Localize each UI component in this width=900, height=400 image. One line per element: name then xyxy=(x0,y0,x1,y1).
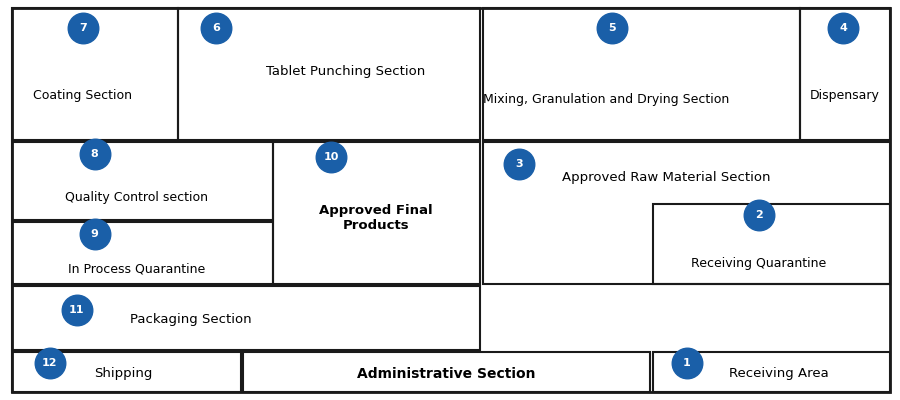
Text: Packaging Section: Packaging Section xyxy=(130,314,252,326)
Bar xyxy=(12,8,178,140)
Text: Tablet Punching Section: Tablet Punching Section xyxy=(266,66,425,78)
Text: 6: 6 xyxy=(212,23,220,33)
Text: Dispensary: Dispensary xyxy=(810,90,880,102)
Text: Receiving Quarantine: Receiving Quarantine xyxy=(691,258,826,270)
Text: Coating Section: Coating Section xyxy=(33,90,132,102)
Text: 3: 3 xyxy=(516,159,523,169)
Bar xyxy=(800,8,890,140)
Text: 12: 12 xyxy=(41,358,58,368)
Text: 1: 1 xyxy=(683,358,690,368)
Bar xyxy=(483,142,890,284)
Bar xyxy=(243,352,650,392)
Text: 11: 11 xyxy=(68,305,85,315)
Text: 5: 5 xyxy=(608,23,616,33)
Text: Administrative Section: Administrative Section xyxy=(357,367,536,381)
Text: 9: 9 xyxy=(91,229,98,239)
Bar xyxy=(12,222,273,284)
Text: 7: 7 xyxy=(79,23,86,33)
Text: Shipping: Shipping xyxy=(94,368,153,380)
Bar xyxy=(12,352,241,392)
Bar xyxy=(178,8,480,140)
Text: Receiving Area: Receiving Area xyxy=(729,368,829,380)
Text: 4: 4 xyxy=(840,23,847,33)
Text: Quality Control section: Quality Control section xyxy=(66,192,208,204)
Text: In Process Quarantine: In Process Quarantine xyxy=(68,262,205,275)
Text: 10: 10 xyxy=(323,152,339,162)
Bar xyxy=(652,352,890,392)
Bar xyxy=(273,142,480,284)
Text: 8: 8 xyxy=(91,149,98,159)
Bar xyxy=(12,142,273,220)
Text: Approved Final
Products: Approved Final Products xyxy=(320,204,433,232)
Bar xyxy=(652,204,890,284)
Text: Mixing, Granulation and Drying Section: Mixing, Granulation and Drying Section xyxy=(483,94,730,106)
Bar xyxy=(483,8,800,140)
Bar xyxy=(12,286,480,350)
Text: Approved Raw Material Section: Approved Raw Material Section xyxy=(562,172,771,184)
Text: 2: 2 xyxy=(755,210,762,220)
